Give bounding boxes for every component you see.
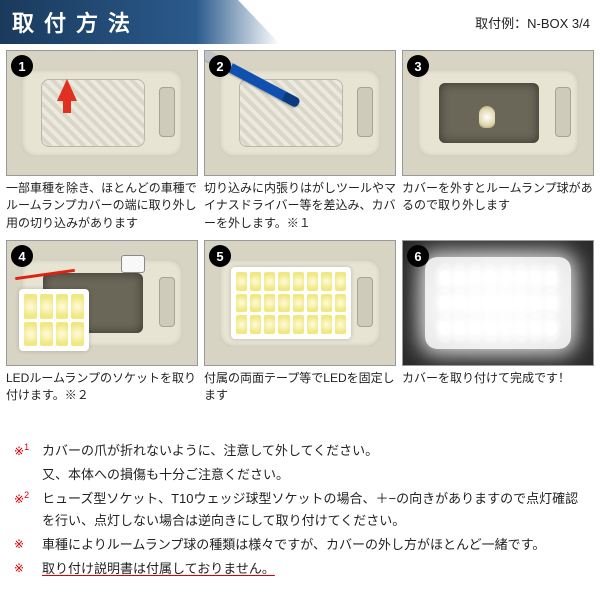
step-5-image: 5 bbox=[204, 240, 396, 366]
step-badge: 2 bbox=[209, 55, 231, 77]
header: 取付方法 取付例：N-BOX 3/4 bbox=[0, 0, 600, 44]
notes-section: ※1 カバーの爪が折れないように、注意して外してください。 又、本体への損傷も十… bbox=[0, 430, 600, 597]
note-mark: ※2 bbox=[14, 488, 42, 532]
step-1: 1 一部車種を除き、ほとんどの車種でルームランプカバーの端に取り外し用の切り込み… bbox=[6, 50, 198, 234]
step-4-image: 4 bbox=[6, 240, 198, 366]
step-grid: 1 一部車種を除き、ほとんどの車種でルームランプカバーの端に取り外し用の切り込み… bbox=[0, 44, 600, 430]
step-1-caption: 一部車種を除き、ほとんどの車種でルームランプカバーの端に取り外し用の切り込みがあ… bbox=[6, 180, 198, 234]
step-6: 6 カバーを取り付けて完成です！ bbox=[402, 240, 594, 424]
led-board-icon bbox=[19, 289, 89, 351]
note-sup: 1 bbox=[24, 442, 29, 452]
step-3: 3 カバーを外すとルームランプ球があるので取り外します bbox=[402, 50, 594, 234]
note-1: ※1 カバーの爪が折れないように、注意して外してください。 bbox=[14, 440, 586, 462]
step-2: 2 切り込みに内張りはがしツールやマイナスドライバー等を差込み、カバーを外します… bbox=[204, 50, 396, 234]
step-5-caption: 付属の両面テープ等でLEDを固定します bbox=[204, 370, 396, 424]
note-text-underline: 取り付け説明書は付属しておりません。 bbox=[42, 561, 275, 576]
step-2-caption: 切り込みに内張りはがしツールやマイナスドライバー等を差込み、カバーを外します。※… bbox=[204, 180, 396, 234]
note-text: 又、本体への損傷も十分ご注意ください。 bbox=[42, 464, 586, 486]
step-badge: 6 bbox=[407, 245, 429, 267]
led-board-icon bbox=[231, 267, 351, 339]
step-badge: 5 bbox=[209, 245, 231, 267]
lit-led-icon bbox=[425, 257, 571, 349]
step-3-caption: カバーを外すとルームランプ球があるので取り外します bbox=[402, 180, 594, 234]
note-mark: ※ bbox=[14, 558, 42, 580]
connector-icon bbox=[121, 255, 145, 273]
arrow-icon bbox=[57, 79, 77, 101]
step-3-image: 3 bbox=[402, 50, 594, 176]
note-mark bbox=[14, 464, 42, 486]
note-mark: ※1 bbox=[14, 440, 42, 462]
step-badge: 1 bbox=[11, 55, 33, 77]
bulb-icon bbox=[479, 106, 495, 128]
note-mark: ※ bbox=[14, 534, 42, 556]
note-1b: 又、本体への損傷も十分ご注意ください。 bbox=[14, 464, 586, 486]
note-text: 車種によりルームランプ球の種類は様々ですが、カバーの外し方がほとんど一緒です。 bbox=[42, 534, 586, 556]
step-4-caption: LEDルームランプのソケットを取り付けます。※２ bbox=[6, 370, 198, 424]
note-3: ※ 車種によりルームランプ球の種類は様々ですが、カバーの外し方がほとんど一緒です… bbox=[14, 534, 586, 556]
step-badge: 4 bbox=[11, 245, 33, 267]
step-2-image: 2 bbox=[204, 50, 396, 176]
note-2: ※2 ヒューズ型ソケット、T10ウェッジ球型ソケットの場合、＋−の向きがあります… bbox=[14, 488, 586, 532]
step-1-image: 1 bbox=[6, 50, 198, 176]
note-sup: 2 bbox=[24, 490, 29, 500]
note-text: ヒューズ型ソケット、T10ウェッジ球型ソケットの場合、＋−の向きがありますので点… bbox=[42, 488, 586, 532]
header-subtitle: 取付例：N-BOX 3/4 bbox=[280, 13, 600, 32]
note-text: 取り付け説明書は付属しておりません。 bbox=[42, 558, 586, 580]
step-4: 4 LEDルームランプのソケットを取り付けます。※２ bbox=[6, 240, 198, 424]
note-4: ※ 取り付け説明書は付属しておりません。 bbox=[14, 558, 586, 580]
step-badge: 3 bbox=[407, 55, 429, 77]
step-6-caption: カバーを取り付けて完成です！ bbox=[402, 370, 594, 424]
note-text: カバーの爪が折れないように、注意して外してください。 bbox=[42, 440, 586, 462]
step-5: 5 付属の両面テープ等でLEDを固定します bbox=[204, 240, 396, 424]
step-6-image: 6 bbox=[402, 240, 594, 366]
header-title: 取付方法 bbox=[0, 0, 280, 44]
